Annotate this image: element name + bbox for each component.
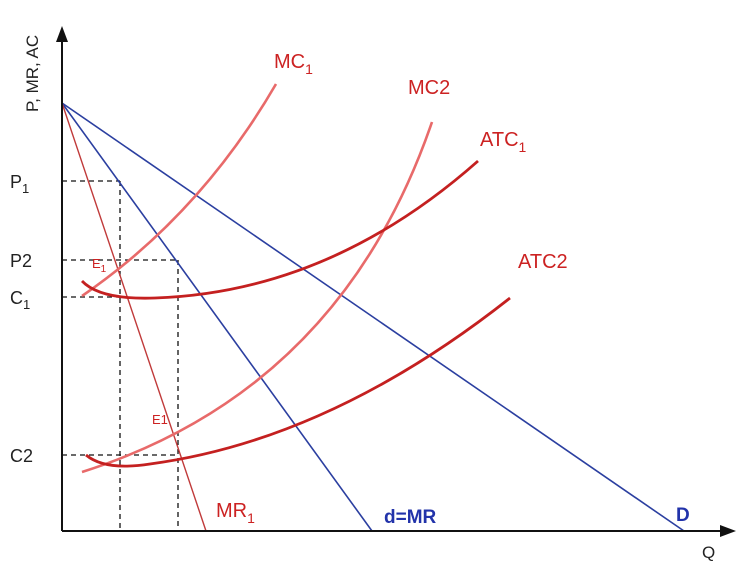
mc-curves <box>81 83 434 474</box>
p1-label: P1 <box>10 172 29 196</box>
mc2-label: MC2 <box>408 77 450 99</box>
p2-label: P2 <box>10 251 32 271</box>
e1-upper-label: E1 <box>92 256 107 275</box>
c2-label: C2 <box>10 446 33 466</box>
y-axis-title: P, MR, AC <box>23 35 42 112</box>
dmr-label: d=MR <box>384 507 437 528</box>
demand-lines <box>61 102 685 532</box>
atc1-label: ATC1 <box>480 129 527 155</box>
axes <box>56 26 736 537</box>
x-axis-arrow <box>720 525 736 537</box>
c1-label: C1 <box>10 288 30 312</box>
y-axis-arrow <box>56 26 68 42</box>
demand-curve-d <box>61 102 685 532</box>
x-axis-title: Q <box>702 543 715 562</box>
mc1-label: MC1 <box>274 51 313 77</box>
mc1-curve <box>81 83 278 298</box>
atc2-label: ATC2 <box>518 251 568 273</box>
d-label: D <box>676 505 690 526</box>
demand-curve-d-mr <box>61 102 373 532</box>
atc2-curve <box>85 296 511 468</box>
e1-lower-label: E1 <box>152 412 168 427</box>
atc1-curve <box>80 159 479 300</box>
atc-curves <box>80 159 511 468</box>
mr1-label: MR1 <box>216 500 255 526</box>
mc2-curve <box>81 121 434 474</box>
dashed-guides <box>62 180 179 531</box>
